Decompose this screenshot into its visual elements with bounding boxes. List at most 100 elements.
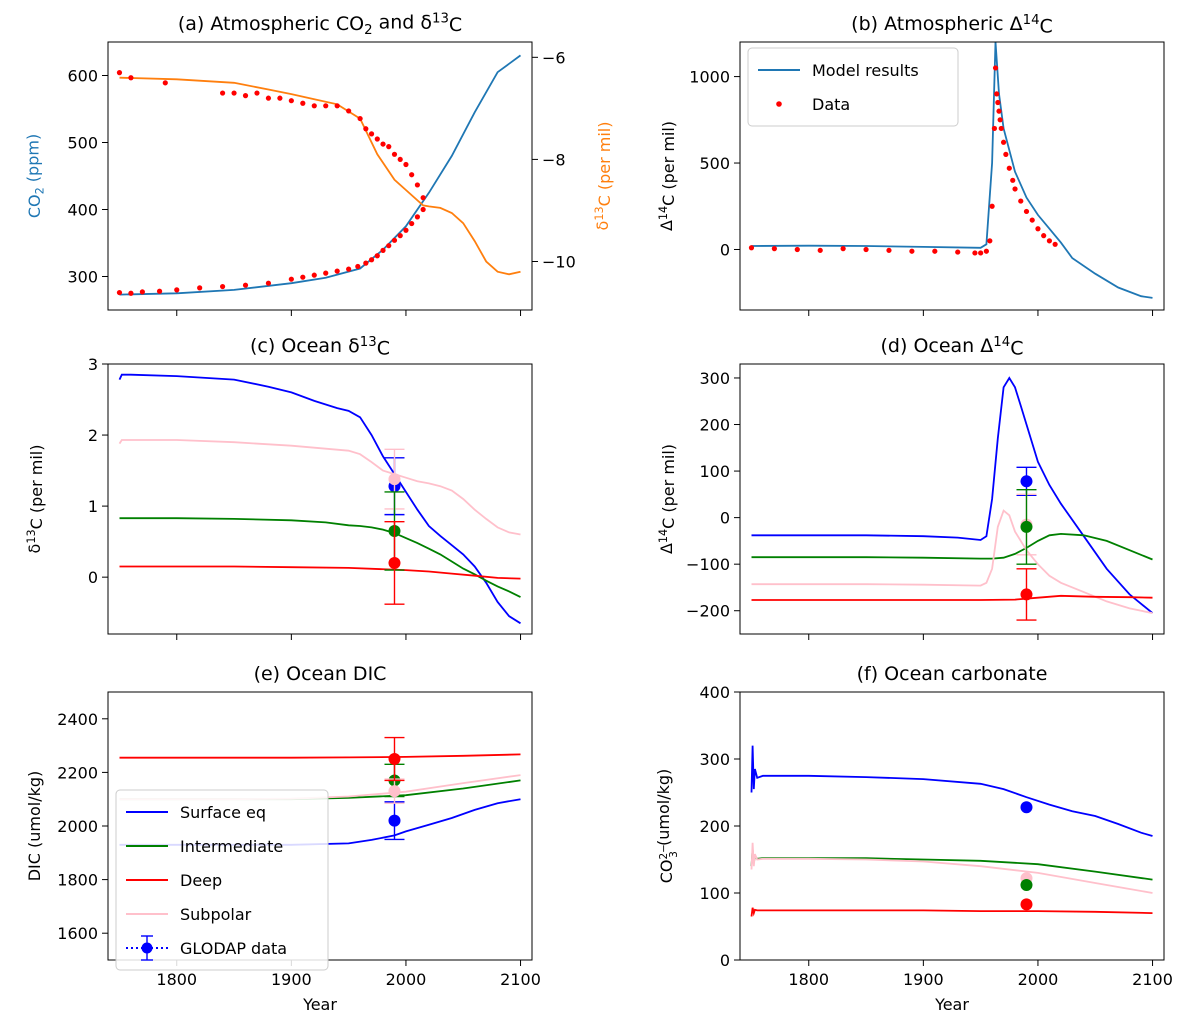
chart-title-b: (b) Atmospheric Δ14C	[851, 13, 1053, 38]
y-tick-label: 500	[699, 154, 730, 173]
data-point-a-data_co2	[311, 272, 317, 278]
y-axis-label-d-part: Δ	[657, 543, 676, 554]
chart-title-c: (c) Ocean δ13C	[250, 335, 390, 360]
data-point-b-data	[771, 246, 777, 252]
data-point-a-data_d13c	[374, 136, 380, 142]
data-point-b-data	[996, 108, 1002, 114]
data-point-b-data	[992, 65, 999, 71]
x-tick-label: 1900	[903, 970, 944, 989]
y-tick-label: 1000	[689, 68, 730, 87]
data-point-b-data	[1035, 226, 1041, 232]
y-tick-label: 1800	[57, 871, 98, 890]
data-point-a-data_co2	[323, 270, 329, 276]
x-axis-label-f: Year	[934, 995, 969, 1014]
data-point-b-data	[1006, 165, 1012, 171]
data-point-a-data_co2	[116, 289, 123, 296]
data-point-a-data_co2	[288, 276, 294, 282]
series-line-d-surface	[751, 376, 1154, 614]
data-point-a-data_co2	[128, 290, 134, 296]
y-tick-label: 0	[720, 951, 730, 970]
legend-label: Intermediate	[180, 837, 283, 856]
y-tick-label: 2400	[57, 710, 98, 729]
series-line-d-subpolar	[751, 509, 1153, 614]
y-axis-label-b-part: 14	[657, 206, 670, 220]
data-point-b-data	[748, 245, 755, 251]
y-axis-label-f-part: CO	[657, 860, 676, 884]
y-right-axis-label-a-part: C (per mil)	[595, 122, 614, 207]
y-axis-label-a-part: 2	[33, 187, 46, 194]
data-point-b-data	[909, 248, 915, 254]
data-point-b-data	[998, 125, 1004, 132]
data-point-b-data	[1012, 186, 1018, 192]
observation-f-surface	[1020, 801, 1033, 814]
data-point-a-data_d13c	[420, 195, 426, 201]
data-point-a-data_d13c	[357, 115, 363, 122]
y-tick-label: 2	[88, 426, 98, 445]
x-tick-label: 1800	[788, 970, 829, 989]
chart-title-b-part: (b) Atmospheric Δ	[851, 13, 1022, 35]
y-tick-label: 400	[699, 683, 730, 702]
x-tick-label: 2000	[1018, 970, 1059, 989]
data-point-b-data	[1041, 233, 1047, 239]
series-line-d-deep	[751, 594, 1153, 601]
data-point-a-data_d13c	[265, 95, 272, 101]
y-axis-label-c-part: C (per mil)	[27, 445, 46, 530]
observation-d-deep	[1016, 568, 1037, 621]
data-point-a-data_d13c	[391, 151, 398, 157]
data-point-a-data_co2	[219, 283, 226, 290]
y-tick-label: 0	[88, 568, 98, 587]
axes-frame-b	[739, 41, 1165, 311]
data-point-a-data_co2	[386, 243, 392, 249]
series-line-f-surface	[750, 745, 1153, 837]
data-point-b-data	[1010, 177, 1016, 183]
data-point-b-data	[794, 246, 800, 253]
legend-label: Data	[812, 95, 850, 114]
data-point-a-data_d13c	[300, 100, 306, 106]
x-axis-label-e: Year	[302, 995, 337, 1014]
y-tick-label: 0	[720, 509, 730, 528]
data-point-a-data_d13c	[116, 70, 123, 76]
legend-label: Subpolar	[180, 905, 252, 924]
data-point-a-data_co2	[380, 247, 386, 253]
panel-e: 1800 1900 2000 2100 1600 1800 2000 2200 2400 (e) …	[25, 663, 541, 1014]
y-right-tick-label: −6	[542, 48, 566, 67]
y-axis-label-d-part: 14	[657, 529, 670, 543]
plot-area-c	[118, 373, 521, 625]
observation-e-deep	[384, 736, 405, 782]
observation-f-intermediate	[1020, 878, 1033, 891]
y-right-tick-label: −8	[542, 150, 566, 169]
axes-frame-c	[107, 363, 533, 635]
data-point-a-data_co2	[265, 280, 272, 286]
y-tick-label: 600	[67, 67, 98, 86]
y-axis-label-f-part: 3	[668, 851, 680, 858]
data-point-b-data	[1023, 208, 1030, 215]
data-point-a-data_d13c	[334, 103, 340, 109]
y-tick-label: −200	[686, 602, 730, 621]
y-axis-label-b-part: Δ	[657, 220, 676, 231]
data-point-a-data_d13c	[397, 156, 403, 163]
chart-title-d-part: (d) Ocean Δ	[881, 335, 994, 357]
y-tick-label: −100	[686, 555, 730, 574]
data-point-a-data_d13c	[162, 80, 168, 86]
series-line-c-subpolar	[118, 439, 521, 536]
plot-area-b	[748, 42, 1153, 299]
chart-title-c-part: (c) Ocean δ	[250, 335, 360, 357]
data-point-a-data_d13c	[386, 144, 392, 150]
data-point-b-data	[991, 125, 998, 132]
data-point-a-data_co2	[368, 257, 375, 263]
y-right-tick-label: −10	[542, 253, 576, 272]
data-point-b-data	[997, 117, 1003, 123]
chart-title-a-part: 2	[364, 23, 372, 38]
series-line-c-deep	[119, 565, 521, 580]
data-point-a-data_co2	[139, 289, 145, 295]
y-tick-label: 100	[699, 462, 730, 481]
data-point-a-data_d13c	[323, 103, 329, 109]
data-point-b-data	[1046, 238, 1053, 244]
data-point-a-data_co2	[300, 274, 306, 280]
x-tick-label: 1900	[271, 970, 312, 989]
legend-label: Model results	[812, 61, 919, 80]
y-tick-label: 300	[699, 369, 730, 388]
data-point-b-data	[886, 247, 892, 253]
